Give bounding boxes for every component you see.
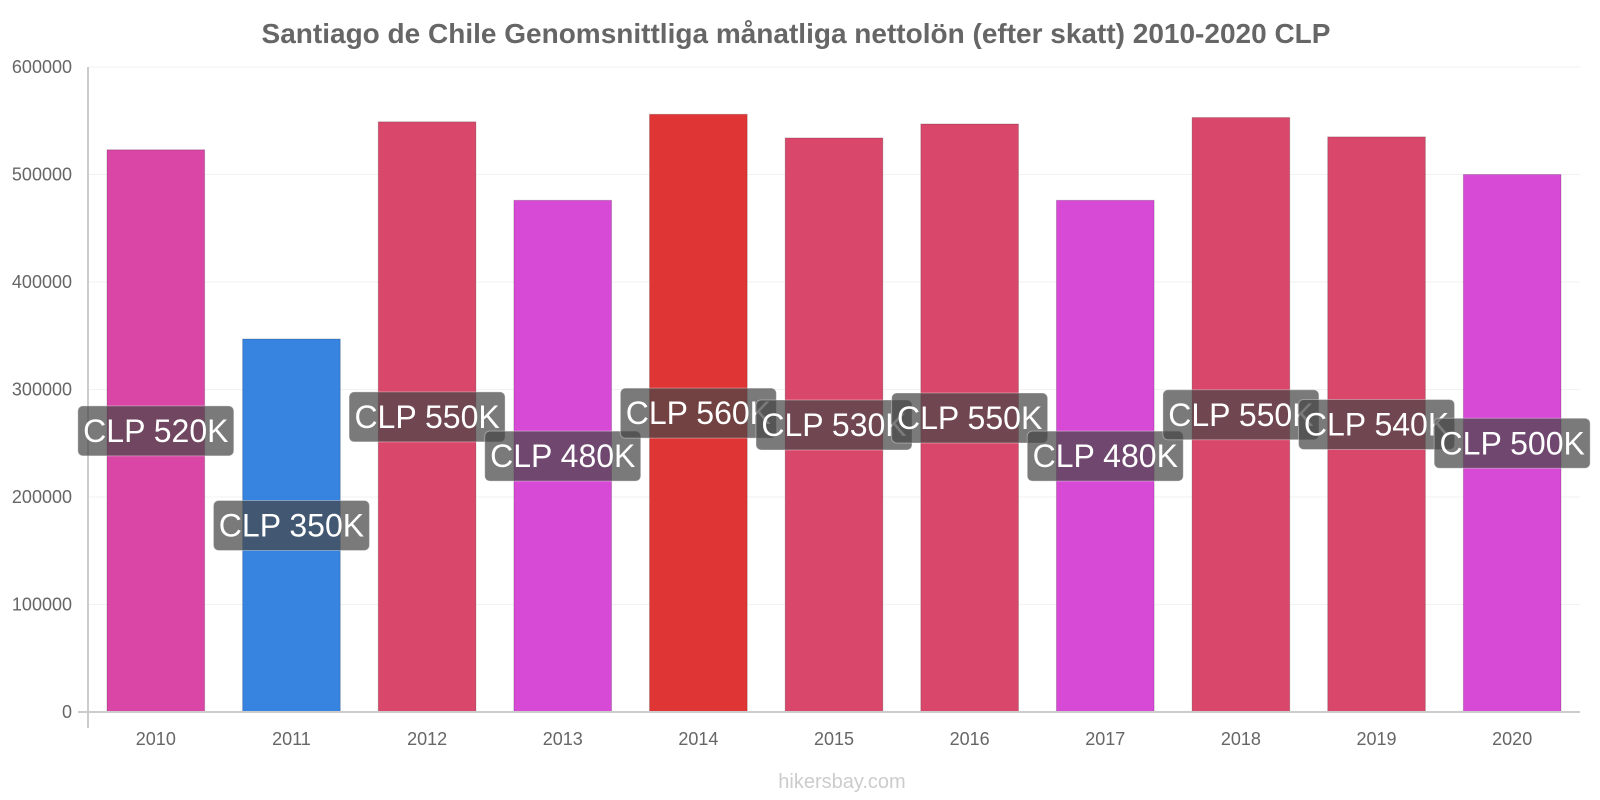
x-tick-label: 2013: [543, 729, 583, 749]
y-tick-label: 200000: [12, 487, 72, 507]
x-tick-label: 2017: [1085, 729, 1125, 749]
x-tick-label: 2018: [1221, 729, 1261, 749]
data-label-box: [77, 405, 235, 457]
data-label-text: CLP 500K: [1440, 425, 1585, 461]
y-axis-ticks: 0 100000 200000 300000 400000 500000 600000: [12, 57, 72, 722]
data-label: CLP 350K: [212, 499, 370, 551]
data-label-text: CLP 520K: [83, 413, 228, 449]
data-label-box: [484, 430, 642, 482]
data-label: CLP 560K: [619, 387, 777, 439]
watermark: hikersbay.com: [778, 771, 905, 793]
x-tick-label: 2012: [407, 729, 447, 749]
data-label: CLP 550K: [348, 391, 506, 443]
data-label-text: CLP 550K: [897, 400, 1042, 436]
data-label-text: CLP 480K: [490, 438, 635, 474]
data-label-box: [348, 391, 506, 443]
data-label-text: CLP 540K: [1304, 406, 1449, 442]
data-label: CLP 480K: [484, 430, 642, 482]
data-label-text: CLP 530K: [761, 407, 906, 443]
data-label: CLP 530K: [755, 399, 913, 451]
y-tick-label: 0: [62, 702, 72, 722]
data-label-text: CLP 550K: [1168, 397, 1313, 433]
data-label-text: CLP 550K: [354, 399, 499, 435]
x-tick-label: 2019: [1357, 729, 1397, 749]
y-tick-label: 100000: [12, 595, 72, 615]
data-label: CLP 550K: [1162, 389, 1320, 441]
data-label-box: [212, 499, 370, 551]
y-tick-label: 600000: [12, 57, 72, 77]
y-tick-label: 400000: [12, 272, 72, 292]
x-tick-label: 2010: [136, 729, 176, 749]
y-tick-label: 500000: [12, 165, 72, 185]
data-label: CLP 500K: [1433, 417, 1591, 469]
data-label-text: CLP 480K: [1033, 438, 1178, 474]
x-tick-label: 2016: [950, 729, 990, 749]
data-label-text: CLP 560K: [626, 395, 771, 431]
axes: [78, 67, 1580, 728]
x-tick-label: 2015: [814, 729, 854, 749]
x-tick-label: 2020: [1492, 729, 1532, 749]
x-axis-ticks: 2010 2011 2012 2013 2014 2015 2016 2017 2018 2019…: [136, 729, 1532, 749]
data-label-text: CLP 350K: [219, 507, 364, 543]
data-label: CLP 520K: [77, 405, 235, 457]
x-tick-label: 2011: [272, 729, 311, 749]
data-label-box: [1026, 430, 1184, 482]
x-tick-label: 2014: [678, 729, 718, 749]
data-label-box: [891, 392, 1049, 444]
data-label-box: [1433, 417, 1591, 469]
data-label: CLP 550K: [891, 392, 1049, 444]
data-label: CLP 540K: [1298, 398, 1456, 450]
chart-title: Santiago de Chile Genomsnittliga månatli…: [262, 18, 1331, 49]
data-label: CLP 480K: [1026, 430, 1184, 482]
y-tick-label: 300000: [12, 380, 72, 400]
